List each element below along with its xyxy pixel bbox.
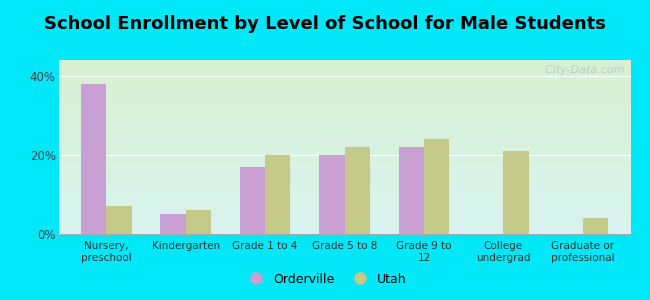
- Bar: [240, 167, 265, 234]
- Bar: [186, 210, 211, 234]
- Bar: [424, 139, 449, 234]
- Text: City-Data.com: City-Data.com: [538, 65, 625, 75]
- Bar: [106, 206, 131, 234]
- Bar: [344, 147, 370, 234]
- Bar: [319, 155, 344, 234]
- Legend: Orderville, Utah: Orderville, Utah: [239, 268, 411, 291]
- Bar: [81, 84, 106, 234]
- Bar: [265, 155, 291, 234]
- Text: School Enrollment by Level of School for Male Students: School Enrollment by Level of School for…: [44, 15, 606, 33]
- Bar: [503, 151, 529, 234]
- Bar: [398, 147, 424, 234]
- Bar: [583, 218, 608, 234]
- Bar: [160, 214, 186, 234]
